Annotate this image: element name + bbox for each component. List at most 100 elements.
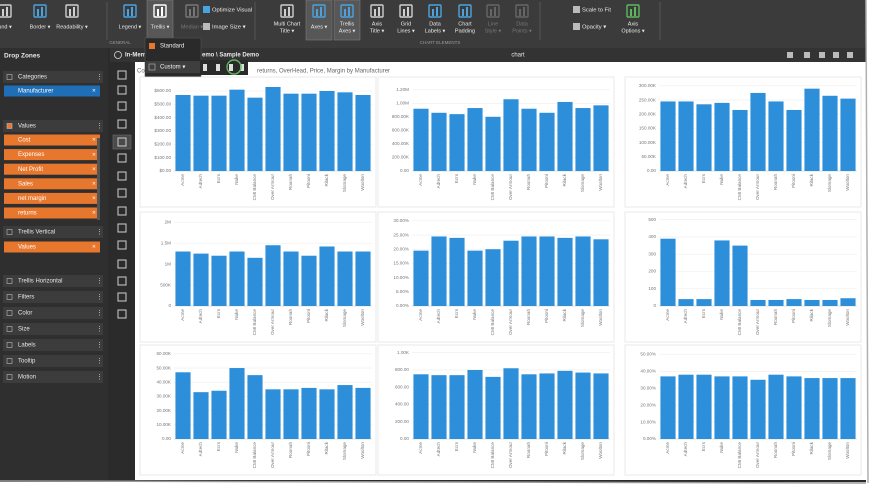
field-remove[interactable]: × <box>92 195 96 202</box>
y-tick-label: 500K <box>160 282 172 287</box>
ribbon-button-label[interactable]: Legend ▾ <box>119 24 142 30</box>
ribbon-icon-bar <box>41 7 43 16</box>
ribbon-inline-label[interactable]: Image Size ▾ <box>212 25 246 31</box>
tool-icon[interactable] <box>117 240 127 250</box>
tool-icon[interactable] <box>117 171 127 181</box>
ribbon-button-label[interactable]: Readability ▾ <box>56 24 88 30</box>
tool-icon[interactable] <box>117 292 127 302</box>
header-icon[interactable] <box>804 52 810 58</box>
y-tick-label: 800.00 <box>395 367 409 372</box>
zone-title[interactable]: Trellis Horizontal <box>18 279 62 285</box>
ribbon-inline-label[interactable]: Scale to Fit <box>582 8 611 14</box>
zone-title[interactable]: Color <box>18 311 32 317</box>
tool-icon[interactable] <box>117 259 127 269</box>
ribbon-button-label[interactable]: Axes ▾ <box>339 28 356 34</box>
ribbon-button-label[interactable]: Style ▾ <box>485 28 502 34</box>
field-remove[interactable]: × <box>92 151 96 158</box>
ribbon-inline-label[interactable]: Opacity ▾ <box>582 25 606 31</box>
ribbon-button-label[interactable]: Title ▾ <box>280 28 295 34</box>
submenu-icon[interactable] <box>203 64 207 71</box>
bar <box>229 368 245 439</box>
ribbon-button-label[interactable]: Data <box>429 21 442 27</box>
bar <box>337 92 353 171</box>
ribbon-button-label[interactable]: Trellis <box>340 21 355 27</box>
field-pill[interactable] <box>4 85 100 97</box>
header-icon[interactable] <box>787 52 793 58</box>
ribbon-button-label[interactable]: Options ▾ <box>621 28 644 34</box>
ribbon-button-label[interactable]: Border ▾ <box>30 24 51 30</box>
tool-icon[interactable] <box>117 223 127 233</box>
ribbon-button-label[interactable]: Axis <box>372 21 383 27</box>
field-pill[interactable] <box>4 207 100 219</box>
field-pill[interactable] <box>4 149 100 161</box>
ribbon-button-label[interactable]: und ▾ <box>0 24 12 30</box>
y-tick-label: 40.00% <box>640 369 656 374</box>
tool-icon[interactable] <box>117 206 127 216</box>
ribbon-button-label[interactable]: Title ▾ <box>370 28 385 34</box>
ribbon-icon <box>428 4 442 18</box>
ribbon-button-label[interactable]: Grid <box>401 21 411 27</box>
tool-icon[interactable] <box>117 276 127 286</box>
ribbon-button-label[interactable]: Lines ▾ <box>397 28 415 34</box>
zone-title[interactable]: Labels <box>18 343 36 349</box>
ribbon-button-label[interactable]: Axes ▾ <box>311 24 328 30</box>
y-tick-label: $400.00 <box>154 115 171 120</box>
field-pill[interactable] <box>4 192 100 204</box>
bar <box>485 116 501 171</box>
zone-title[interactable]: Trellis Vertical <box>18 230 55 236</box>
x-tick-label: CMI Balance <box>737 174 742 201</box>
menu-item[interactable]: Standard <box>160 44 184 50</box>
tool-icon[interactable] <box>117 119 127 129</box>
zone-header <box>3 120 103 132</box>
bar <box>265 389 281 439</box>
field-remove[interactable]: × <box>92 181 96 188</box>
ribbon-button-label[interactable]: Trellis ▾ <box>151 24 170 30</box>
field-pill[interactable] <box>4 134 100 146</box>
ribbon-button-label[interactable]: Data <box>516 21 529 27</box>
tool-icon[interactable] <box>117 85 127 95</box>
header-tab[interactable]: chart <box>511 53 525 59</box>
header-icon[interactable] <box>833 52 839 58</box>
x-tick-label: Rilack <box>324 173 329 186</box>
ribbon-icon-bar <box>523 7 525 16</box>
bar <box>557 370 573 439</box>
zone-title[interactable]: Motion <box>18 375 36 381</box>
tool-icon[interactable] <box>117 153 127 163</box>
field-remove[interactable]: × <box>92 137 96 144</box>
ribbon-button-label[interactable]: Points ▾ <box>512 28 532 34</box>
field-remove[interactable]: × <box>92 166 96 173</box>
tool-icon[interactable] <box>117 137 127 147</box>
tool-icon[interactable] <box>117 188 127 198</box>
field-pill[interactable] <box>4 241 100 253</box>
ribbon-button-label[interactable]: Chart <box>458 21 472 27</box>
field-remove[interactable]: × <box>92 210 96 217</box>
ribbon-button-label[interactable]: Axis <box>628 21 639 27</box>
ribbon-button-label[interactable]: Labels ▾ <box>425 28 446 34</box>
zone-title[interactable]: Values <box>18 124 36 130</box>
menu-icon <box>149 43 155 49</box>
ribbon-button-label[interactable]: Median ▾ <box>181 24 204 30</box>
zone-title[interactable]: Filters <box>18 295 34 301</box>
submenu-icon[interactable] <box>240 64 244 71</box>
zone-title[interactable]: Size <box>18 327 30 333</box>
ribbon-inline-label[interactable]: Optimize Visual <box>212 8 252 14</box>
field-pill[interactable] <box>4 178 100 190</box>
ribbon-button-label[interactable]: Padding <box>455 28 475 34</box>
ribbon-button-label[interactable]: Multi Chart <box>274 21 301 27</box>
zone-title[interactable]: Tooltip <box>18 359 36 365</box>
submenu-icon[interactable] <box>216 64 220 71</box>
field-pill[interactable] <box>4 163 100 175</box>
y-tick-label: 20.00% <box>393 246 409 251</box>
ribbon-button-label[interactable]: Line <box>488 21 498 27</box>
field-remove[interactable]: × <box>92 88 96 95</box>
header-icon[interactable] <box>819 52 825 58</box>
field-remove[interactable]: × <box>92 244 96 251</box>
y-tick-label: 20.00K <box>156 408 171 413</box>
tool-icon[interactable] <box>117 101 127 111</box>
zone-title[interactable]: Categories <box>18 75 47 81</box>
submenu-icon[interactable] <box>229 64 233 71</box>
tool-icon[interactable] <box>117 70 127 80</box>
tool-icon[interactable] <box>117 309 127 319</box>
header-icon[interactable] <box>847 52 853 58</box>
menu-item[interactable]: Custom ▾ <box>160 65 185 71</box>
